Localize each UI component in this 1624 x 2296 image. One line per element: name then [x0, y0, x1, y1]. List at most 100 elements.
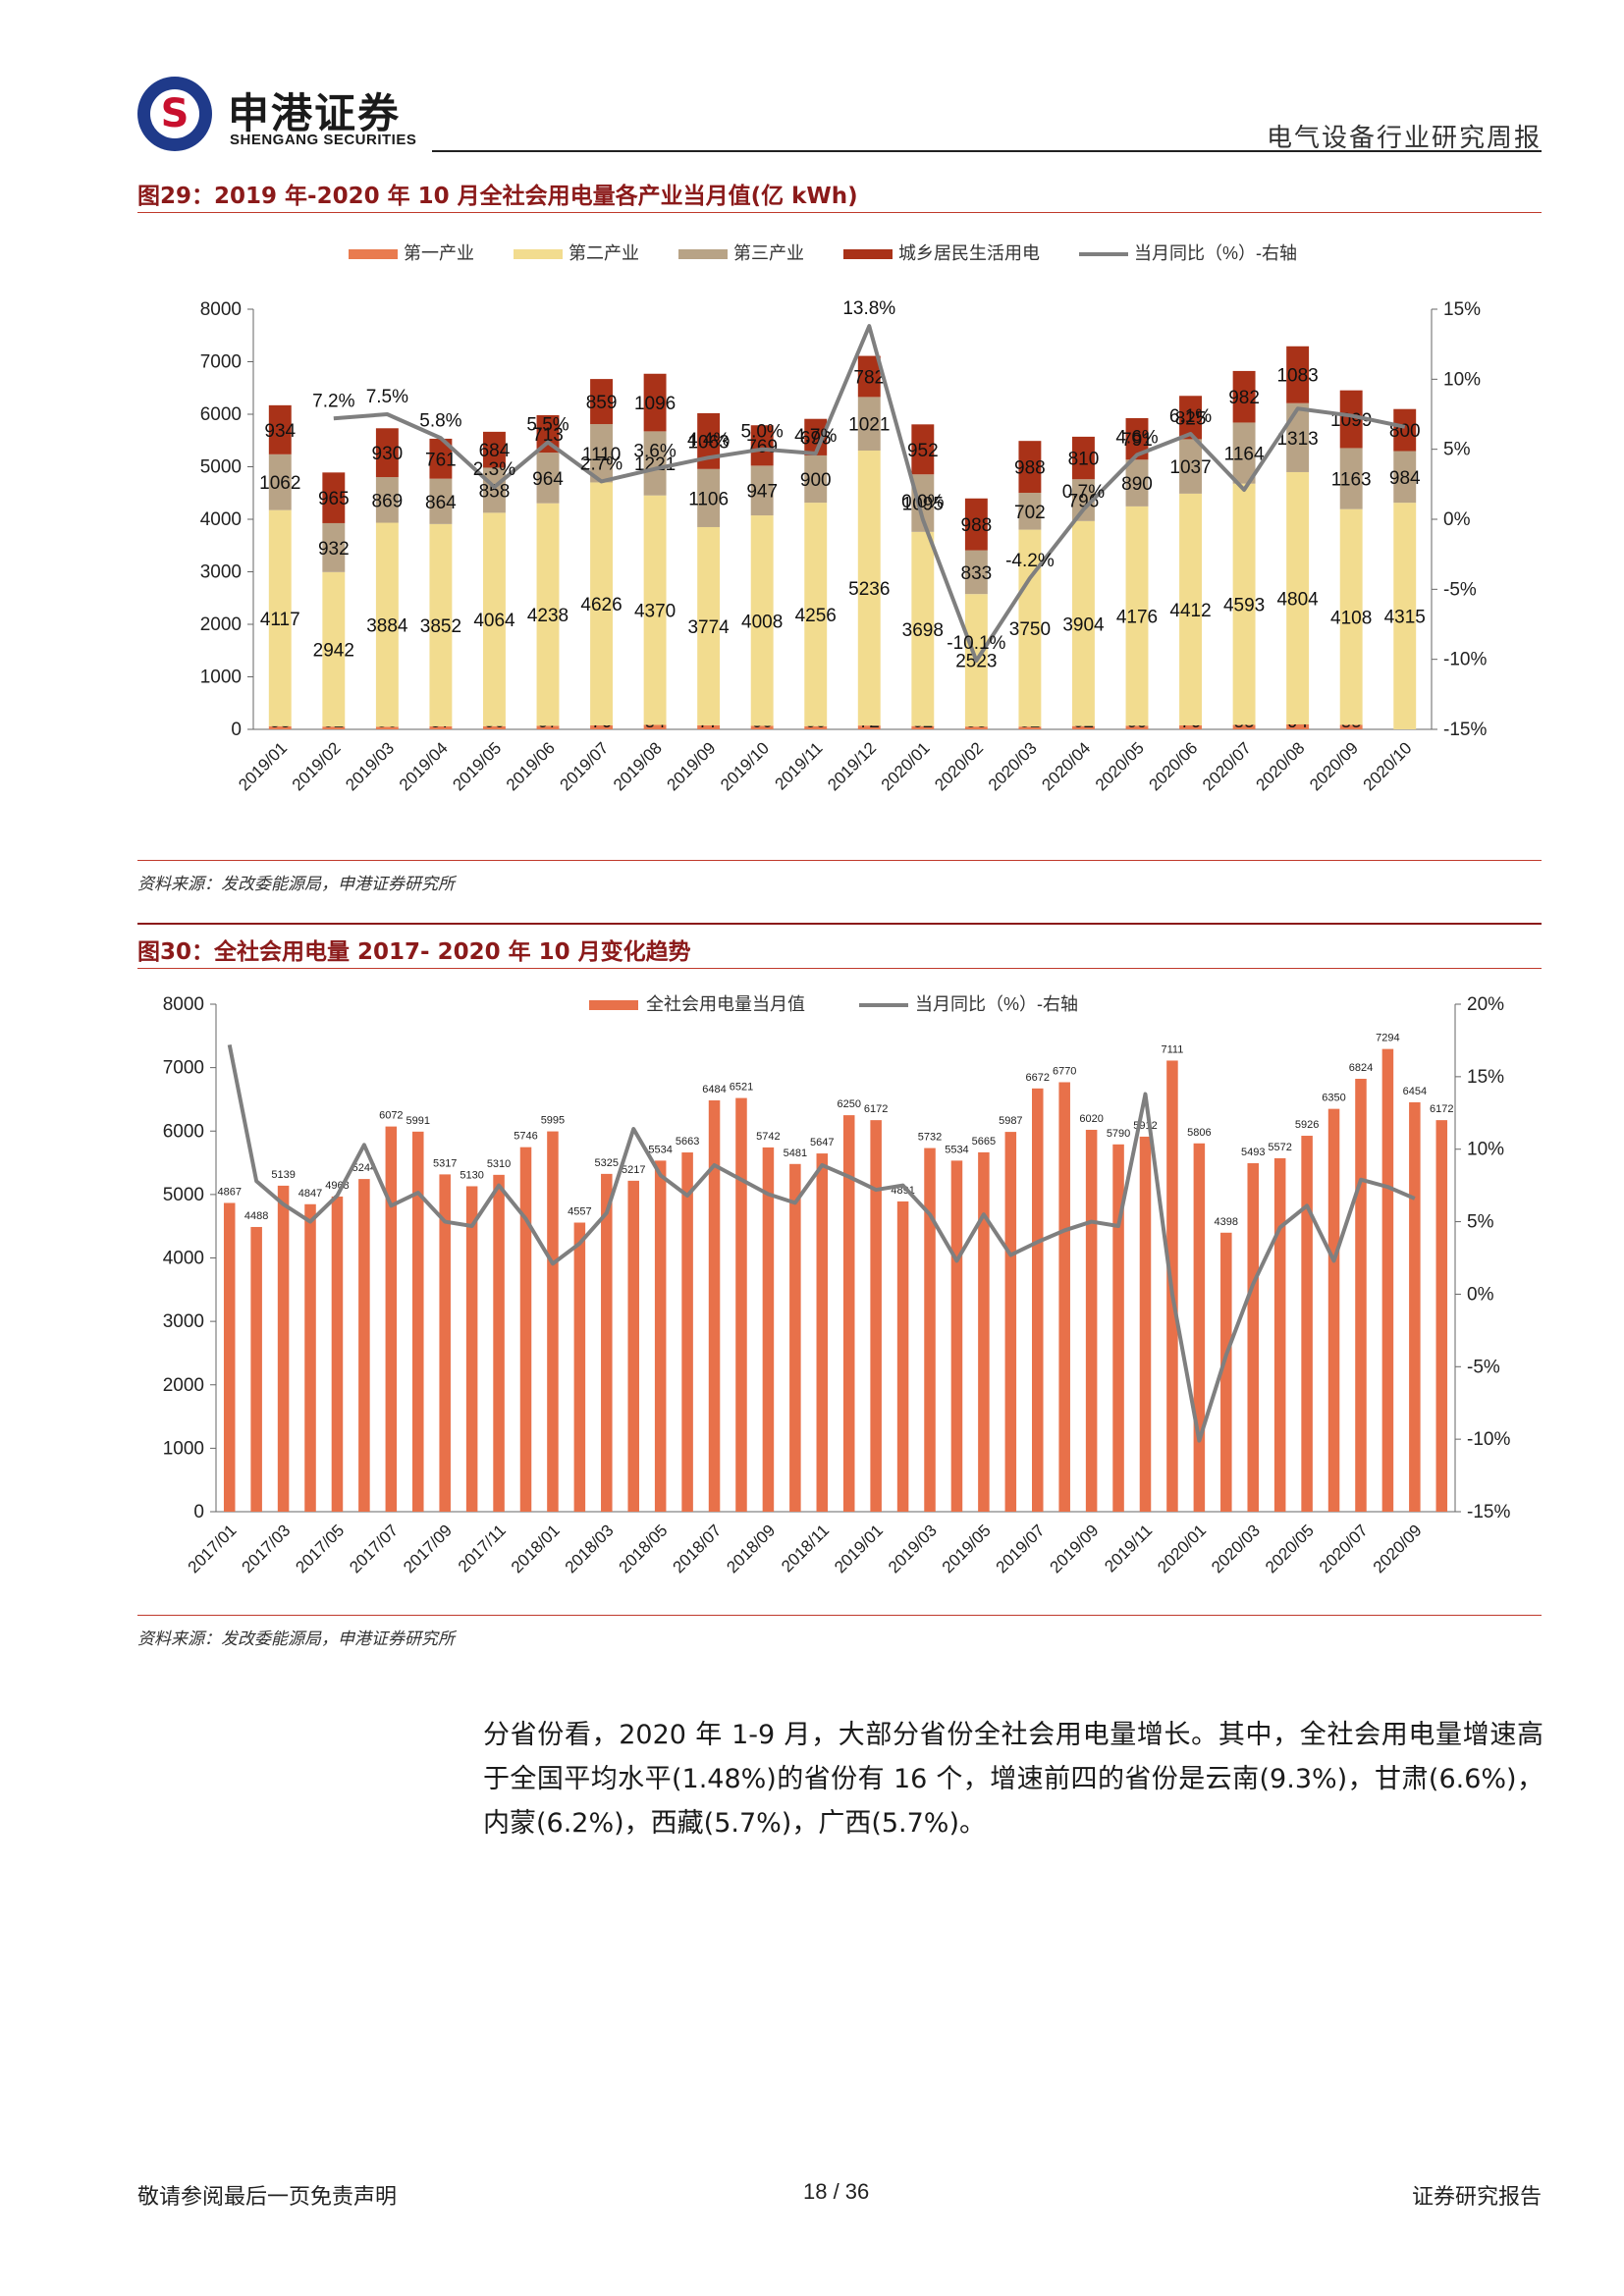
x-tick-label: 2020/01 — [878, 738, 934, 794]
bar — [1435, 1120, 1448, 1512]
footer-disclaimer: 敬请参阅最后一页免责声明 — [137, 2185, 398, 2210]
bar — [870, 1120, 882, 1512]
bar — [465, 1186, 478, 1512]
bar-segment — [536, 725, 560, 729]
y-left-tick-label: 7000 — [200, 352, 242, 373]
bar-value-label: 1062 — [259, 473, 300, 494]
yoy-label: 2.7% — [580, 454, 623, 474]
x-tick-label: 2019/10 — [717, 738, 773, 794]
bar-value-label: 702 — [1014, 503, 1046, 523]
bar-value-label: 5325 — [595, 1157, 619, 1169]
figure29-source: 资料来源：发改委能源局，申港证券研究所 — [137, 875, 455, 894]
bar-value-label: 859 — [586, 393, 618, 413]
x-tick-label: 2020/04 — [1038, 738, 1094, 794]
bar-segment — [643, 431, 667, 496]
x-tick-label: 2019/04 — [396, 738, 452, 794]
bar-value-label: 5139 — [271, 1169, 295, 1181]
bar-value-label: 988 — [1014, 458, 1046, 479]
bar-value-label: 684 — [479, 441, 511, 461]
bar-value-label: 1063 — [687, 432, 729, 453]
bar-value-label: 952 — [907, 441, 939, 461]
bar-segment — [1339, 508, 1363, 725]
header-divider — [432, 150, 1542, 152]
bar-value-label: 5647 — [810, 1137, 834, 1148]
bar-value-label: 4108 — [1330, 609, 1372, 629]
bar-value-label: 4557 — [568, 1206, 591, 1218]
x-tick-label: 2018/01 — [508, 1521, 564, 1576]
bar-value-label: 6020 — [1079, 1113, 1103, 1125]
bar-value-label: 4315 — [1384, 608, 1426, 628]
legend-label: 第三产业 — [733, 243, 804, 263]
bar-segment — [643, 495, 667, 725]
y-left-tick-label: 6000 — [163, 1121, 204, 1142]
bar-value-label: 1106 — [688, 489, 729, 509]
legend-label: 城乡居民生活用电 — [898, 243, 1040, 263]
bar-value-label: 5806 — [1187, 1127, 1211, 1139]
bar-value-label: 6672 — [1026, 1072, 1050, 1084]
bar-value-label: 4064 — [473, 611, 515, 631]
bar-segment — [643, 373, 667, 432]
bar-value-label: 4804 — [1276, 589, 1319, 610]
bar-value-label: 5742 — [756, 1131, 780, 1143]
x-tick-label: 2020/03 — [985, 738, 1041, 794]
bar-value-label: 5995 — [541, 1115, 565, 1127]
bar — [547, 1131, 559, 1512]
bar-value-label: 3884 — [366, 615, 408, 636]
bar — [1058, 1082, 1070, 1512]
bar-segment — [857, 451, 881, 726]
bar-segment — [322, 472, 346, 523]
x-tick-label: 2019/01 — [831, 1521, 887, 1576]
bar-value-label: 965 — [318, 489, 350, 509]
bar-segment — [1232, 422, 1256, 484]
bar-value-label: 810 — [1068, 450, 1100, 470]
y-left-tick-label: 7000 — [163, 1058, 204, 1079]
bar — [493, 1174, 505, 1512]
x-tick-label: 2018/03 — [562, 1521, 618, 1576]
bar-segment — [1232, 724, 1256, 729]
bar-value-label: 4398 — [1215, 1216, 1238, 1228]
bar-segment — [483, 725, 506, 729]
bar-value-label: 5317 — [433, 1157, 457, 1169]
bar — [1112, 1144, 1124, 1512]
bar-segment — [375, 477, 399, 523]
bar-segment — [268, 725, 292, 729]
bar-value-label: 6250 — [837, 1098, 860, 1110]
x-tick-label: 2020/05 — [1262, 1521, 1318, 1576]
bar-value-label: 4117 — [260, 610, 300, 630]
y-right-tick-label: 5% — [1443, 440, 1471, 460]
x-tick-label: 2019/09 — [664, 738, 720, 794]
bar-value-label: 3750 — [1009, 619, 1051, 640]
bar-value-label: 5244 — [352, 1162, 376, 1174]
logo-letter: S — [160, 91, 189, 136]
yoy-label: 0.7% — [1062, 482, 1105, 503]
bar-segment — [964, 498, 988, 551]
bar-segment — [804, 503, 828, 726]
legend-label: 当月同比（%）-右轴 — [915, 994, 1078, 1014]
legend-label: 第二产业 — [568, 243, 639, 263]
x-tick-label: 2020/06 — [1145, 738, 1201, 794]
bar-value-label: 2942 — [313, 641, 354, 662]
y-left-tick-label: 8000 — [163, 994, 204, 1015]
bar-value-label: 988 — [961, 515, 993, 536]
bar-value-label: 5493 — [1241, 1147, 1265, 1158]
bar-value-label: 5481 — [784, 1148, 807, 1159]
bar-value-label: 4412 — [1169, 601, 1211, 621]
bar-value-label: 6172 — [1430, 1103, 1453, 1115]
bar-value-label: 5987 — [999, 1115, 1022, 1127]
bar-segment — [1179, 493, 1202, 725]
bar — [1193, 1143, 1206, 1512]
yoy-label: 2.3% — [473, 459, 515, 480]
bar — [950, 1160, 963, 1512]
legend-label: 全社会用电量当月值 — [646, 994, 805, 1014]
figure30-top-rule-outer — [137, 923, 1542, 925]
bar-segment — [804, 725, 828, 729]
x-tick-label: 2019/07 — [993, 1521, 1049, 1576]
bar-segment — [1286, 471, 1310, 724]
bar-segment — [1179, 439, 1202, 494]
bar — [816, 1153, 829, 1512]
bar-segment — [429, 523, 453, 726]
bar-segment — [1393, 408, 1417, 452]
bar-segment — [1339, 724, 1363, 729]
bar — [601, 1173, 613, 1512]
bar-value-label: 6770 — [1053, 1065, 1076, 1077]
